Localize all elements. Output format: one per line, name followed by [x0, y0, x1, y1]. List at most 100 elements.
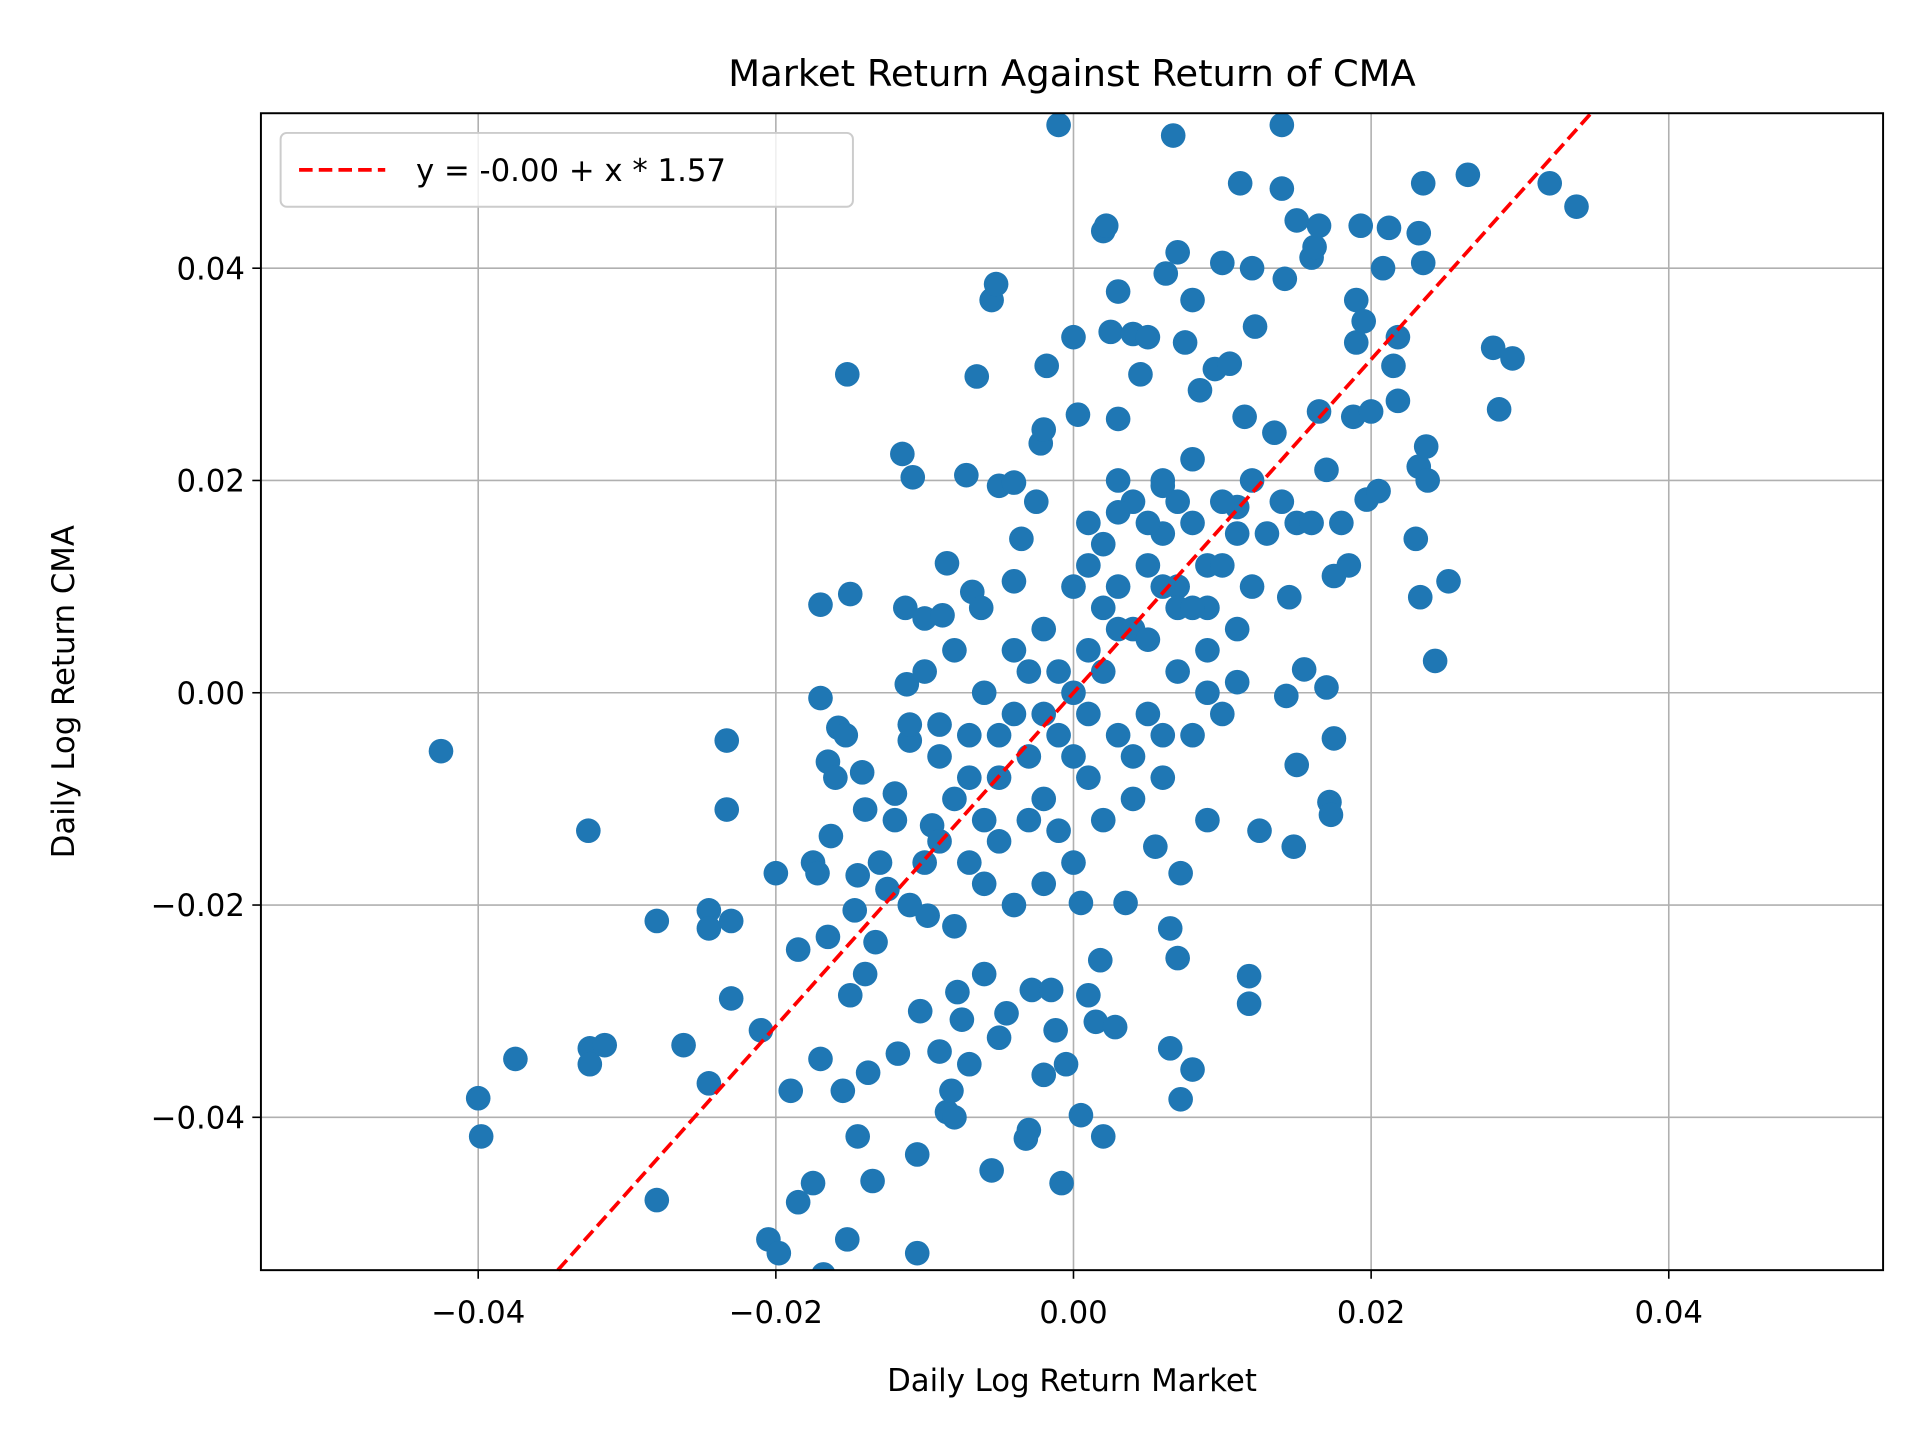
data-point [718, 986, 744, 1011]
data-point [718, 908, 744, 934]
data-point [852, 961, 878, 987]
data-point [1195, 680, 1220, 706]
data-point [1168, 1086, 1193, 1112]
x-tick-label: 0.00 [1039, 1295, 1107, 1331]
data-point [1318, 802, 1344, 828]
data-point [1370, 255, 1396, 281]
data-point [1537, 170, 1563, 196]
data-point [811, 1262, 836, 1271]
data-point [1090, 1124, 1116, 1149]
data-point [577, 1051, 603, 1077]
data-point [855, 1060, 881, 1086]
x-axis-ticks: −0.04 −0.02 0.00 0.02 0.04 [431, 1270, 1703, 1331]
data-point [957, 765, 982, 790]
data-point [837, 581, 863, 607]
y-axis-label: Daily Log Return CMA [46, 525, 82, 858]
chart-title: Market Return Against Return of CMA [728, 52, 1416, 95]
data-point [1343, 330, 1369, 355]
data-point [971, 871, 997, 897]
data-point [971, 807, 997, 833]
data-point [823, 765, 848, 790]
data-point [1403, 526, 1429, 552]
data-point [1001, 568, 1027, 594]
data-point [957, 722, 982, 748]
data-point [1385, 324, 1411, 350]
data-point [1336, 553, 1362, 578]
data-point [1120, 744, 1146, 769]
data-point [1105, 468, 1131, 493]
legend-label: y = -0.00 + x * 1.57 [416, 153, 726, 189]
data-point [778, 1078, 804, 1104]
data-point [1143, 834, 1168, 859]
x-axis-label: Daily Log Return Market [887, 1363, 1257, 1399]
data-point [1406, 220, 1432, 246]
data-point [968, 595, 994, 621]
data-point [1269, 489, 1295, 515]
data-point [1291, 657, 1317, 682]
data-point [1038, 977, 1064, 1003]
data-point [1172, 330, 1198, 355]
data-point [885, 1041, 911, 1066]
data-point [882, 781, 908, 806]
data-point [927, 712, 952, 737]
data-point [1105, 279, 1131, 304]
data-point [1180, 287, 1205, 313]
data-point [1224, 521, 1250, 546]
data-point [1500, 346, 1525, 371]
data-point [1329, 510, 1354, 536]
data-point [1299, 510, 1324, 536]
data-point [1284, 752, 1310, 778]
data-point [904, 1240, 930, 1266]
data-point [1157, 916, 1183, 941]
data-point [1180, 446, 1205, 472]
data-point [1135, 553, 1161, 578]
data-point [942, 913, 967, 939]
data-point [893, 595, 918, 621]
data-point [1105, 574, 1131, 599]
data-point [714, 797, 740, 822]
x-tick-label: 0.02 [1337, 1295, 1405, 1331]
data-point [1150, 765, 1176, 790]
data-point [875, 876, 900, 902]
data-point [1165, 239, 1190, 265]
legend: y = -0.00 + x * 1.57 [279, 131, 854, 208]
data-point [1180, 595, 1205, 621]
data-point [945, 979, 970, 1005]
data-point [912, 659, 937, 684]
data-point [1306, 399, 1332, 424]
data-point [1061, 324, 1086, 350]
data-point [1413, 434, 1439, 459]
data-point [1358, 399, 1384, 424]
data-point [867, 850, 893, 875]
data-point [849, 760, 875, 785]
data-point [1105, 616, 1131, 642]
data-point [860, 1168, 885, 1194]
data-point [1455, 162, 1481, 188]
y-tick-label: 0.00 [176, 676, 244, 712]
data-point [1150, 468, 1176, 493]
data-point [882, 807, 908, 833]
data-point [644, 908, 670, 934]
data-point [954, 462, 979, 488]
data-point [503, 1046, 528, 1072]
data-point [1090, 659, 1116, 684]
data-point [1254, 521, 1280, 546]
data-point [1366, 478, 1391, 504]
data-point [1031, 616, 1057, 642]
y-axis-ticks: −0.04 −0.02 0.00 0.02 0.04 [151, 251, 261, 1136]
data-point [1031, 871, 1057, 897]
data-point [1016, 1117, 1042, 1143]
data-point [1001, 470, 1027, 495]
data-point [576, 818, 601, 844]
data-point [1236, 963, 1262, 989]
data-point [428, 738, 454, 764]
plot-frame [259, 112, 1885, 1272]
data-point [1076, 637, 1101, 663]
y-tick-label: −0.02 [151, 888, 245, 924]
data-point [983, 271, 1009, 297]
data-point [927, 1039, 952, 1064]
data-point [986, 1025, 1012, 1051]
y-tick-label: 0.02 [176, 464, 244, 500]
data-point [808, 685, 833, 711]
data-point [957, 850, 982, 875]
